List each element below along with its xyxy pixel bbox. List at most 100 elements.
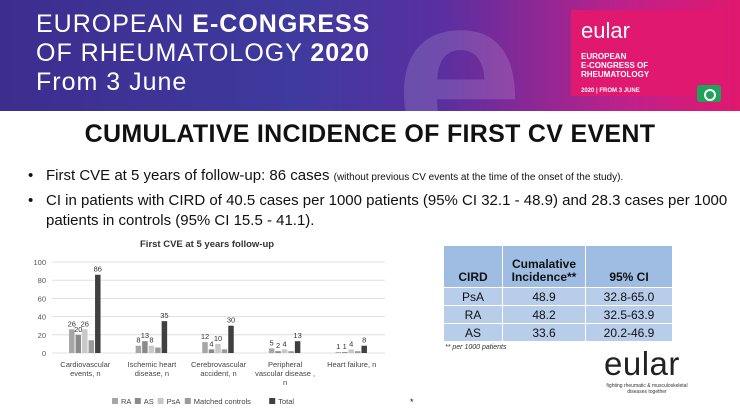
- bar-as: [341, 352, 348, 353]
- table-cell: 32.8-65.0: [585, 287, 673, 306]
- x-tick-label: Ischemic heart disease, n: [128, 360, 178, 378]
- y-tick-label: 40: [38, 313, 46, 322]
- bar-ra: [202, 342, 208, 353]
- banner-watermark-e: e: [395, 0, 523, 111]
- y-tick-label: 60: [38, 294, 46, 303]
- eular-tagline: fighting rheumatic & musculoskeletal dis…: [606, 383, 688, 395]
- bar-matched-controls: [155, 347, 161, 353]
- bar-psa: [82, 329, 88, 353]
- bar-ra: [268, 348, 275, 353]
- data-label: 1: [343, 342, 347, 351]
- bar-ra: [135, 345, 142, 353]
- x-tick-label-line: Cardiovascular: [60, 360, 111, 369]
- data-label: 13: [293, 331, 301, 340]
- table-row: RA 48.2 32.5-63.9: [443, 305, 673, 324]
- data-label: 13: [141, 331, 149, 340]
- bar-psa: [215, 343, 221, 353]
- legend-label: AS: [144, 397, 154, 406]
- legend-swatch: [269, 398, 276, 404]
- data-label: 10: [214, 334, 222, 343]
- data-label: 86: [94, 265, 102, 274]
- x-tick-label-line: Cerebrovascular: [191, 360, 247, 369]
- data-label: 5: [270, 338, 274, 347]
- legend-label: PsA: [167, 397, 181, 406]
- data-label: 4: [283, 339, 287, 348]
- table-row: PsA 48.9 32.8-65.0: [443, 287, 673, 306]
- eular-box-date: 2020 | FROM 3 JUNE: [581, 88, 640, 94]
- legend-swatch: [184, 398, 191, 404]
- data-label: 35: [160, 311, 168, 320]
- legend-swatch: [157, 398, 164, 404]
- table-cell: RA: [443, 305, 503, 324]
- incidence-table: CIRD Cumalative Incidence** 95% CI PsA 4…: [443, 245, 673, 342]
- x-tick-label-line: disease, n: [135, 369, 169, 378]
- bar-total: [294, 341, 301, 353]
- data-label: 1: [336, 342, 340, 351]
- bar-as: [142, 341, 148, 353]
- table-header-ci: 95% CI: [585, 245, 673, 288]
- bullet-first-cve: First CVE at 5 years of follow-up: 86 ca…: [28, 166, 728, 188]
- bar-matched-controls: [88, 340, 95, 353]
- table-cell: 33.6: [502, 323, 586, 342]
- legend-label: Matched controls: [194, 397, 251, 406]
- bar-psa: [148, 345, 155, 353]
- x-tick-label-line: n: [283, 378, 287, 387]
- table-cell: 48.2: [502, 305, 586, 324]
- data-label: 8: [362, 336, 366, 345]
- legend-label: RA: [121, 397, 131, 406]
- data-label: 2: [276, 341, 280, 350]
- slide-title: CUMULATIVE INCIDENCE OF FIRST CV EVENT: [84, 120, 656, 148]
- y-tick-label: 100: [33, 258, 46, 267]
- data-label: 20: [74, 325, 82, 334]
- y-tick-label: 80: [38, 276, 46, 285]
- table-cell: 48.9: [502, 287, 586, 306]
- bar-total: [95, 274, 101, 353]
- data-label: 8: [149, 336, 153, 345]
- bar-matched-controls: [221, 349, 228, 353]
- bullet-ci: CI in patients with CIRD of 40.5 cases p…: [28, 191, 728, 231]
- data-label: 26: [68, 319, 76, 328]
- data-label: 30: [227, 316, 235, 325]
- x-tick-label-line: accident, n: [200, 369, 236, 378]
- congress-banner: e EUROPEAN E-CONGRESS OF RHEUMATOLOGY 20…: [0, 0, 740, 111]
- table-header-row: CIRD Cumalative Incidence** 95% CI: [443, 245, 673, 288]
- bar-ra: [335, 352, 341, 353]
- bar-matched-controls: [288, 351, 294, 353]
- camera-icon[interactable]: [697, 85, 721, 102]
- legend-swatch: [134, 398, 141, 404]
- table-row: AS 33.6 20.2-46.9: [443, 323, 673, 342]
- bar-total: [228, 325, 234, 353]
- x-tick-label-line: Peripheral: [268, 360, 303, 369]
- x-tick-label-line: events, n: [70, 369, 100, 378]
- banner-line-1: EUROPEAN E-CONGRESS: [36, 10, 371, 38]
- table-cell: 32.5-63.9: [585, 305, 673, 324]
- banner-text: EUROPEAN E-CONGRESS OF RHEUMATOLOGY 2020…: [36, 10, 370, 97]
- data-label: 8: [136, 336, 140, 345]
- legend-label: Total: [278, 397, 294, 406]
- bullet-list: First CVE at 5 years of follow-up: 86 ca…: [28, 166, 728, 234]
- eular-congress-logo: eular EUROPEAN E-CONGRESS OF RHEUMATOLOG…: [571, 10, 725, 96]
- bar-psa: [348, 349, 354, 353]
- y-tick-label: 0: [42, 349, 46, 358]
- data-label: 4: [349, 339, 353, 348]
- x-tick-label-line: Ischemic heart: [128, 360, 178, 369]
- x-tick-label: Cerebrovascular accident, n: [191, 360, 247, 378]
- x-tick-label: Heart failure, n: [327, 360, 376, 369]
- table-cell: 20.2-46.9: [585, 323, 673, 342]
- data-label: 4: [209, 339, 213, 348]
- bar-as: [275, 351, 281, 353]
- table-footnote: ** per 1000 patients: [445, 344, 507, 351]
- eular-logo: eular: [604, 345, 680, 382]
- y-tick-label: 20: [38, 331, 46, 340]
- x-tick-label-line: Heart failure, n: [327, 360, 376, 369]
- table-cell: AS: [443, 323, 503, 342]
- banner-line-2: OF RHEUMATOLOGY 2020: [36, 39, 370, 67]
- bar-total: [361, 345, 367, 353]
- eular-box-title: eular: [581, 18, 630, 43]
- bar-ra: [69, 329, 75, 353]
- bar-matched-controls: [354, 351, 361, 353]
- table-cell: PsA: [443, 287, 503, 306]
- chart-title: First CVE at 5 years follow-up: [140, 239, 275, 250]
- x-tick-label-line: vascular disease ,: [255, 369, 315, 378]
